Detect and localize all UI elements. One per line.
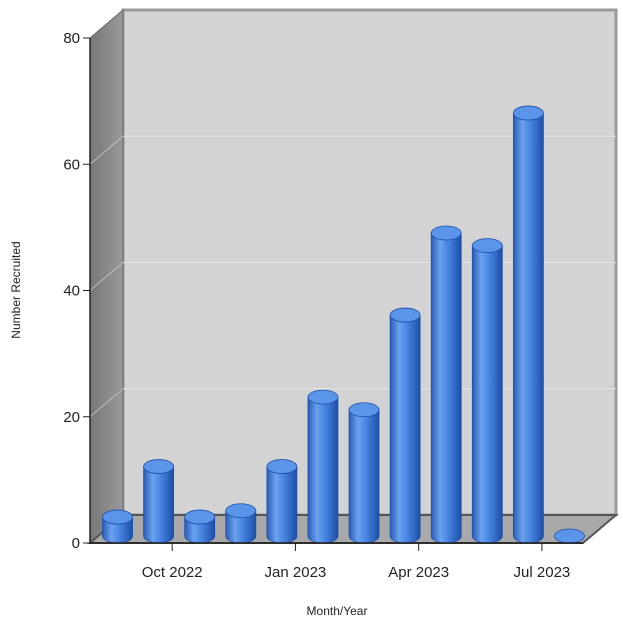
bar-top — [512, 105, 544, 121]
bar — [307, 389, 339, 544]
bar — [471, 238, 503, 544]
bar-body — [512, 112, 544, 544]
y-tick-label: 40 — [63, 283, 80, 300]
bar-body — [307, 396, 339, 544]
bar-body — [471, 245, 503, 544]
y-axis-title: Number Recruited — [9, 241, 23, 338]
x-tick-label: Apr 2023 — [388, 564, 449, 581]
x-tick-label: Oct 2022 — [142, 564, 203, 581]
bar — [184, 509, 216, 544]
bar-top — [225, 503, 257, 519]
bar-top — [266, 459, 298, 474]
bar — [554, 528, 585, 544]
bar — [102, 509, 133, 544]
bar — [430, 225, 462, 544]
y-tick-label: 60 — [63, 156, 80, 173]
gridline-side — [89, 135, 124, 165]
bar — [389, 307, 421, 544]
x-tick-label: Jul 2023 — [514, 564, 571, 581]
bar-top — [348, 402, 380, 418]
y-tick-label: 0 — [72, 535, 80, 552]
bar-top — [307, 389, 339, 405]
bar-top — [430, 225, 462, 241]
gridline-side — [89, 262, 124, 291]
bar-body — [266, 466, 298, 544]
bar — [512, 105, 544, 544]
bar-top — [143, 459, 175, 474]
bar-top — [554, 528, 585, 544]
x-axis-title: Month/Year — [307, 604, 368, 618]
bar-body — [143, 466, 175, 544]
bar-body — [430, 232, 462, 544]
bar — [225, 503, 257, 544]
gridline-side — [89, 388, 124, 418]
bar — [348, 402, 380, 544]
bar-top — [389, 307, 421, 323]
bar — [266, 459, 298, 544]
bar-top — [471, 238, 503, 254]
y-tick-label: 20 — [63, 409, 80, 426]
bar-top — [184, 509, 216, 525]
bar-body — [348, 409, 380, 544]
x-tick-label: Jan 2023 — [265, 564, 327, 581]
y-tick-label: 80 — [63, 30, 80, 47]
bar-body — [389, 314, 421, 544]
bar-top — [102, 509, 133, 525]
bar — [143, 459, 175, 544]
